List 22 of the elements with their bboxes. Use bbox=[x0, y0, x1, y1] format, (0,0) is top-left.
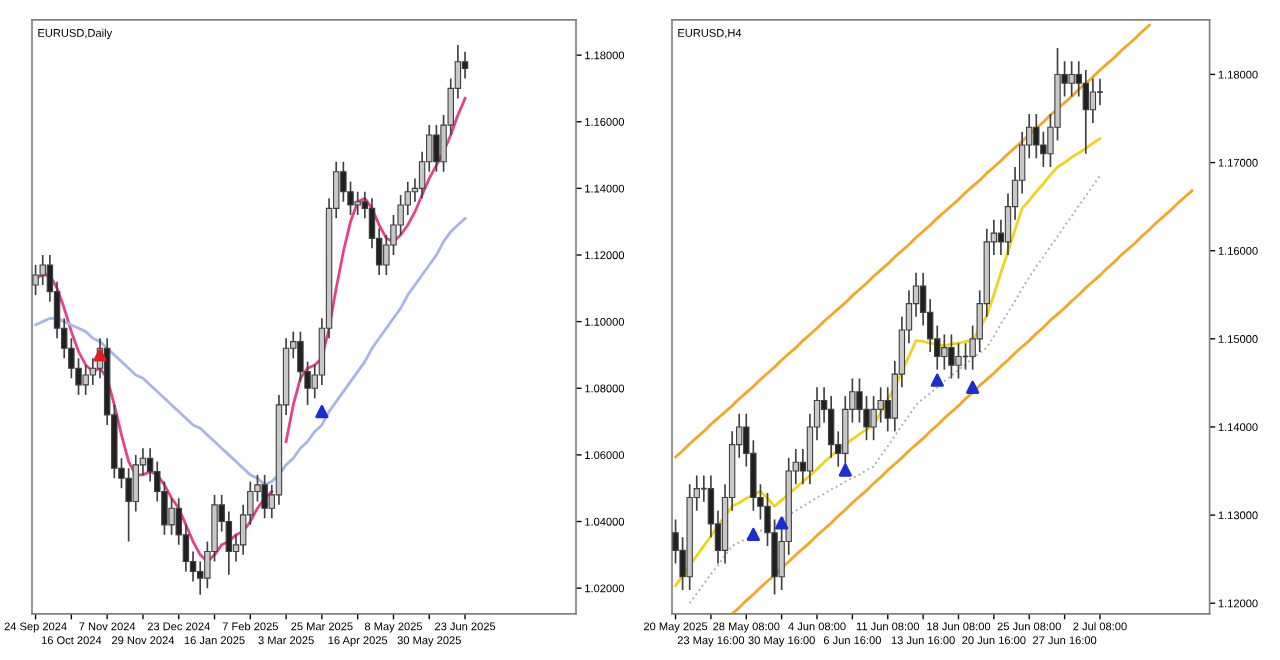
point bbox=[966, 380, 980, 394]
line-series bbox=[730, 189, 1194, 614]
candlestick bbox=[827, 395, 835, 459]
candlestick bbox=[82, 364, 89, 396]
candlestick bbox=[955, 342, 962, 380]
point bbox=[838, 463, 852, 477]
candlestick bbox=[941, 333, 948, 371]
line-series bbox=[674, 23, 1151, 459]
candlestick bbox=[870, 395, 877, 442]
candlestick bbox=[1096, 78, 1104, 107]
point bbox=[930, 373, 944, 387]
point bbox=[775, 516, 789, 530]
candlestick bbox=[948, 333, 955, 380]
candlestick bbox=[1082, 69, 1090, 155]
point bbox=[746, 527, 760, 542]
candlestick bbox=[1089, 78, 1097, 124]
candlestick bbox=[1033, 113, 1040, 159]
candlestick bbox=[354, 190, 361, 216]
candlestick bbox=[261, 474, 268, 520]
candlestick bbox=[1068, 60, 1075, 98]
candlestick bbox=[168, 497, 175, 536]
candlestick bbox=[433, 124, 440, 173]
